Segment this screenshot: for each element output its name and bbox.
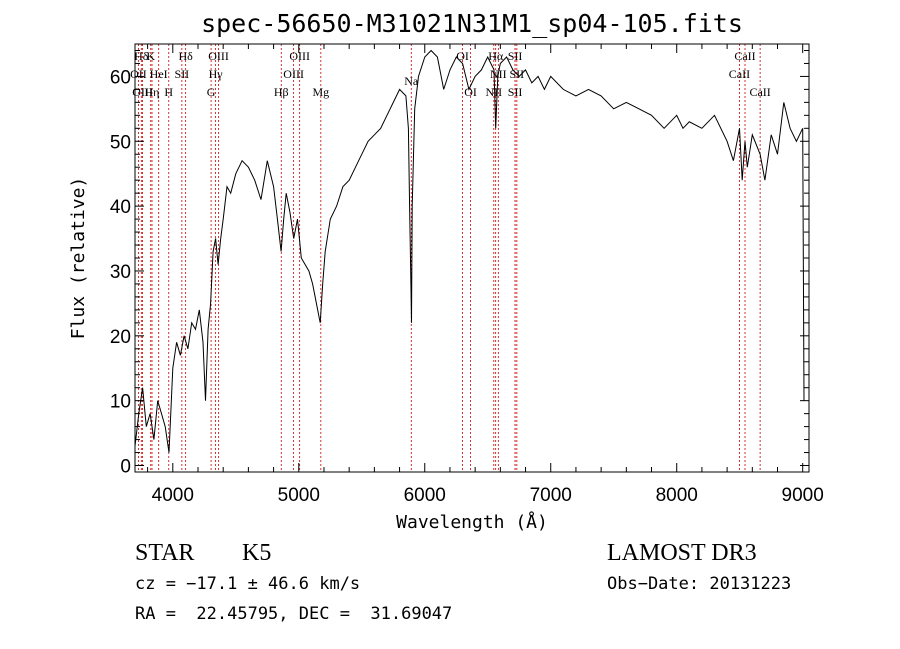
line-label: OII bbox=[130, 67, 147, 81]
x-axis-ticks: 4000 5000 6000 7000 8000 9000 bbox=[147, 44, 824, 506]
y-tick-label: 10 bbox=[110, 392, 131, 413]
object-class: STAR bbox=[135, 540, 195, 566]
observation-date: Obs−Date: 20131223 bbox=[607, 574, 792, 594]
plot-frame bbox=[134, 43, 810, 473]
y-axis-label: Flux (relative) bbox=[68, 177, 89, 340]
x-tick-label: 7000 bbox=[530, 485, 572, 506]
line-label: HeI bbox=[150, 67, 168, 81]
x-tick-label: 6000 bbox=[404, 485, 446, 506]
line-label: SII bbox=[508, 49, 523, 63]
line-label: Hβ bbox=[274, 85, 289, 99]
x-tick-label: 8000 bbox=[656, 485, 698, 506]
y-tick-label: 60 bbox=[110, 67, 131, 88]
line-label: OI bbox=[456, 49, 469, 63]
line-label: Hδ bbox=[134, 49, 149, 63]
line-label: H bbox=[164, 85, 173, 99]
y-tick-label: 0 bbox=[120, 457, 131, 478]
line-label: Hα bbox=[488, 49, 504, 63]
line-label: CaII bbox=[734, 49, 755, 63]
line-label: OIII bbox=[283, 67, 304, 81]
line-label: CaII bbox=[729, 67, 750, 81]
y-tick-label: 20 bbox=[110, 327, 131, 348]
redshift-velocity: cz = −17.1 ± 46.6 km/s bbox=[135, 574, 361, 594]
x-tick-label: 5000 bbox=[278, 485, 320, 506]
y-axis-ticks: 0 10 20 30 40 50 60 bbox=[110, 49, 809, 478]
y-tick-label: 50 bbox=[110, 132, 131, 153]
line-label: G bbox=[207, 85, 216, 99]
line-label: NII bbox=[485, 85, 502, 99]
coordinates: RA = 22.45795, DEC = 31.69047 bbox=[135, 604, 453, 624]
y-tick-label: 40 bbox=[110, 197, 131, 218]
line-label: OIII bbox=[208, 49, 229, 63]
line-label: CaII bbox=[749, 85, 770, 99]
line-label: Hη bbox=[145, 85, 160, 99]
line-label: OIII bbox=[289, 49, 310, 63]
chart-title: spec-56650-M31021N31M1_sp04-105.fits bbox=[201, 9, 743, 38]
survey-name: LAMOST DR3 bbox=[607, 540, 757, 566]
y-tick-label: 30 bbox=[110, 262, 131, 283]
line-label: SII bbox=[508, 85, 523, 99]
x-tick-label: 4000 bbox=[152, 485, 194, 506]
line-label: K bbox=[146, 49, 155, 63]
line-label: Mg bbox=[312, 85, 329, 99]
line-label: SII bbox=[175, 67, 190, 81]
line-markers bbox=[138, 44, 761, 472]
line-label: Na bbox=[404, 74, 419, 88]
line-label: OIII bbox=[132, 85, 153, 99]
spectrum-line bbox=[134, 49, 805, 453]
x-axis-label: Wavelength (Å) bbox=[396, 511, 548, 533]
x-tick-label: 9000 bbox=[782, 485, 824, 506]
line-label: Hδ bbox=[178, 49, 193, 63]
object-subclass: K5 bbox=[242, 540, 272, 566]
line-label: OI bbox=[464, 85, 477, 99]
line-label: Hγ bbox=[209, 67, 224, 81]
